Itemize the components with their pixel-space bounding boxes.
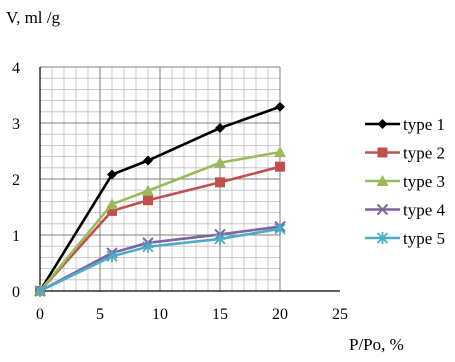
data-point-3	[106, 198, 118, 210]
x-tick-label: 5	[96, 306, 104, 323]
legend-label-4: type 4	[403, 201, 446, 220]
legend-marker-2	[377, 147, 388, 158]
data-point-2	[107, 205, 117, 216]
y-tick-label: 3	[12, 116, 20, 133]
legend-label-5: type 5	[403, 229, 445, 248]
data-point-5	[142, 240, 154, 253]
y-tick-label: 1	[12, 228, 20, 245]
x-tick-label: 10	[152, 306, 168, 323]
y-tick-label: 2	[12, 172, 20, 189]
data-point-2	[275, 161, 285, 172]
data-point-5	[274, 222, 286, 235]
legend-marker-3	[376, 175, 389, 186]
data-point-1	[275, 101, 285, 112]
data-point-3	[214, 156, 226, 168]
data-point-5	[34, 285, 46, 297]
data-point-5	[106, 250, 118, 263]
data-point-3	[274, 146, 286, 158]
data-point-1	[143, 155, 153, 166]
data-point-1	[215, 123, 225, 134]
data-point-1	[107, 169, 117, 180]
legend-label-3: type 3	[403, 172, 445, 191]
legend-marker-1	[377, 119, 388, 129]
y-axis-label: V, ml /g	[6, 8, 61, 27]
legend-label-2: type 2	[403, 144, 445, 163]
x-tick-label: 15	[212, 306, 228, 323]
data-point-2	[143, 195, 153, 206]
legend-marker-4	[376, 203, 389, 216]
y-tick-label: 0	[12, 284, 20, 301]
data-point-3	[142, 184, 154, 196]
x-axis-label: P/Po, %	[349, 335, 404, 354]
data-point-2	[215, 177, 225, 188]
legend-label-1: type 1	[403, 115, 445, 134]
y-tick-label: 4	[12, 60, 20, 77]
x-tick-label: 0	[36, 306, 44, 323]
legend-marker-5	[376, 232, 389, 244]
x-tick-label: 20	[272, 306, 288, 323]
x-tick-label: 25	[332, 306, 348, 323]
data-point-5	[214, 232, 226, 245]
